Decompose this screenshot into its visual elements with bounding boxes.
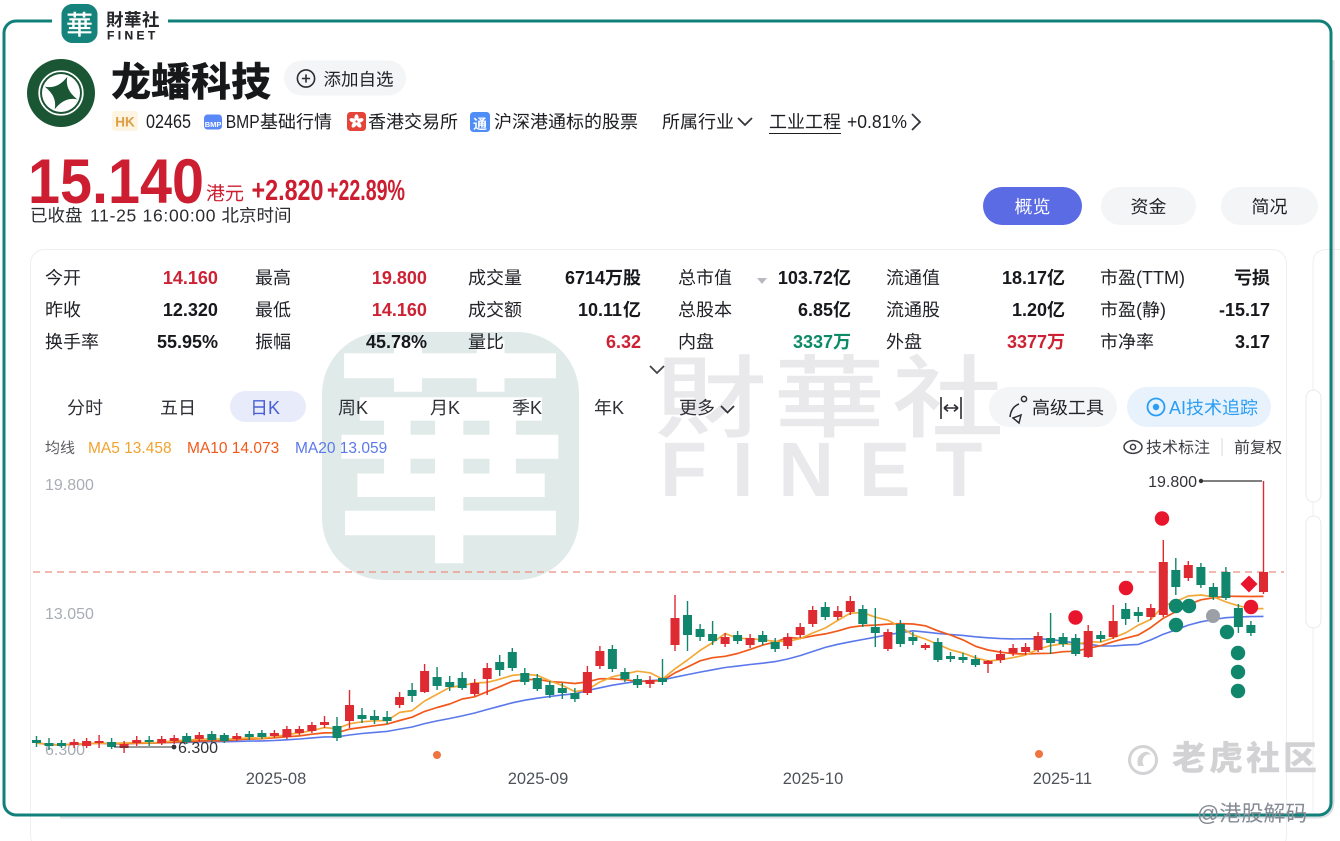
svg-text:13.050: 13.050: [45, 606, 94, 623]
svg-text:19.800: 19.800: [45, 477, 94, 494]
svg-text:FINET: FINET: [107, 29, 159, 43]
svg-text:02465: 02465: [146, 112, 191, 133]
svg-text:6.32: 6.32: [606, 332, 641, 352]
svg-text:MA10 14.073: MA10 14.073: [187, 440, 279, 457]
svg-text:@: @: [1197, 801, 1219, 826]
svg-text:(: (: [1136, 300, 1142, 320]
svg-text:2025-08: 2025-08: [246, 770, 307, 788]
svg-text:K: K: [356, 398, 368, 418]
svg-text:BMP: BMP: [226, 112, 260, 132]
svg-text:2025-10: 2025-10: [783, 770, 844, 788]
svg-text:6.300: 6.300: [178, 740, 218, 757]
svg-text:6.85: 6.85: [798, 300, 833, 320]
svg-text:K: K: [530, 398, 542, 418]
svg-text:3337: 3337: [793, 332, 833, 352]
svg-text:18.17: 18.17: [1002, 268, 1047, 288]
svg-text:103.72: 103.72: [778, 268, 833, 288]
svg-text:FINET: FINET: [660, 427, 1007, 513]
svg-text:55.95%: 55.95%: [157, 332, 218, 352]
svg-text:6.300: 6.300: [45, 742, 85, 759]
svg-text:19.800: 19.800: [372, 268, 427, 288]
svg-text:19.800: 19.800: [1148, 474, 1197, 491]
svg-text:15.140: 15.140: [28, 147, 204, 217]
svg-text:+0.81%: +0.81%: [847, 112, 907, 132]
svg-text:14.160: 14.160: [163, 268, 218, 288]
svg-text:FINET: FINET: [107, 29, 159, 43]
svg-text:12.320: 12.320: [163, 300, 218, 320]
svg-text:45.78%: 45.78%: [366, 332, 427, 352]
svg-text:K: K: [612, 398, 624, 418]
svg-text:14.160: 14.160: [372, 300, 427, 320]
svg-text:10.11: 10.11: [578, 300, 622, 320]
svg-text:MA5 13.458: MA5 13.458: [88, 440, 172, 457]
svg-text:3.17: 3.17: [1235, 332, 1270, 352]
svg-text:+22.89%: +22.89%: [327, 175, 405, 207]
svg-text:2025-11: 2025-11: [1033, 770, 1092, 788]
svg-text:AI: AI: [1169, 398, 1186, 418]
svg-text:): ): [1160, 300, 1166, 320]
svg-text:BMP: BMP: [205, 120, 222, 129]
svg-text:+2.820: +2.820: [252, 175, 324, 207]
svg-text:MA20 13.059: MA20 13.059: [295, 440, 387, 457]
svg-text:1.20: 1.20: [1012, 300, 1047, 320]
svg-text:(TTM): (TTM): [1136, 268, 1185, 288]
svg-text:3377: 3377: [1007, 332, 1047, 352]
svg-text:6714: 6714: [565, 268, 605, 288]
svg-text:2025-09: 2025-09: [508, 770, 569, 788]
svg-text:-15.17: -15.17: [1219, 300, 1270, 320]
svg-text:K: K: [268, 398, 280, 418]
svg-text:K: K: [448, 398, 460, 418]
svg-text:HK: HK: [115, 115, 135, 130]
svg-text:11-25 16:00:00: 11-25 16:00:00: [90, 206, 216, 226]
